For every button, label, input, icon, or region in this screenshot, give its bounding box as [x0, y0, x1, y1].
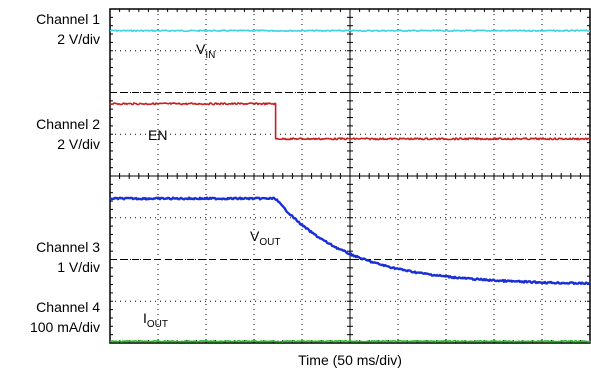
channel-1-scale: 2 V/div: [57, 31, 100, 47]
trace-iout: [109, 339, 591, 343]
vout-annotation: VOUT: [250, 228, 280, 248]
channel-reference-lines: [110, 92, 590, 260]
channel-1-label: Channel 1: [36, 11, 100, 27]
trace-vin: [109, 29, 591, 33]
channel-4-scale: 100 mA/div: [30, 319, 100, 335]
trace-en: [109, 102, 591, 141]
channel-2-label: Channel 2: [36, 116, 100, 132]
traces: [109, 29, 591, 343]
en-annotation: EN: [148, 127, 167, 143]
channel-2-scale: 2 V/div: [57, 136, 100, 152]
iout-annotation: IOUT: [143, 310, 168, 330]
channel-4-label: Channel 4: [36, 299, 100, 315]
trace-vout: [109, 196, 591, 286]
channel-3-scale: 1 V/div: [57, 259, 100, 275]
channel-3-label: Channel 3: [36, 239, 100, 255]
x-axis-label: Time (50 ms/div): [298, 352, 402, 368]
vin-annotation: VIN: [196, 41, 215, 61]
